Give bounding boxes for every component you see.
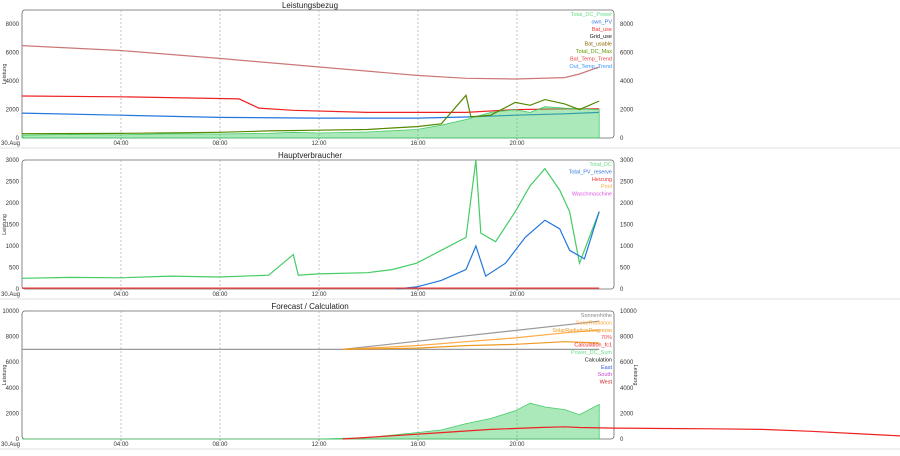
y2-tick-label: 8000: [620, 22, 634, 28]
y2-tick-label: 6000: [620, 360, 634, 366]
legend-entry: Sonnenhöhe: [581, 313, 612, 319]
series-line: [396, 211, 600, 290]
y-tick-label: 0: [16, 136, 20, 142]
y2-tick-label: 1000: [620, 244, 634, 250]
legend-entry: East: [601, 365, 612, 371]
y2-tick-label: 6000: [620, 51, 634, 57]
series-line: [342, 329, 600, 350]
y2-tick-label: 3000: [620, 158, 634, 164]
y-tick-label: 0: [16, 437, 20, 443]
legend-entry: Heizung: [592, 177, 612, 183]
legend-entry: Total_DC: [589, 162, 612, 168]
y-tick-label: 1500: [6, 223, 20, 229]
x-tick-label: 08:00: [212, 141, 228, 147]
y2-tick-label: 10000: [620, 309, 637, 315]
series-line: [21, 45, 600, 80]
y-tick-label: 2500: [6, 180, 20, 186]
legend-entry: Calculation_fc1: [574, 343, 612, 349]
plot-area-1: [21, 159, 615, 290]
x-tick-label: 20:00: [509, 141, 525, 147]
x-tick-label: 12:00: [311, 292, 327, 298]
x-tick-label: 12:00: [311, 141, 327, 147]
legend-entry: Waschmaschine: [572, 192, 612, 198]
chart-title: Forecast / Calculation: [271, 302, 348, 311]
y-tick-label: 4000: [6, 386, 20, 392]
legend-entry: Bat_Temp_Trend: [570, 56, 612, 62]
series-area: [21, 106, 600, 139]
y-tick-label: 2000: [6, 201, 20, 207]
y-tick-label: 8000: [6, 335, 20, 341]
y2-tick-label: 2000: [620, 108, 634, 114]
legend-entry: West: [600, 380, 613, 386]
y2-tick-label: 2000: [620, 201, 634, 207]
chart-title: Leistungsbezug: [282, 1, 338, 10]
y-axis-label: Leistung: [2, 214, 8, 235]
y-tick-label: 2000: [6, 411, 20, 417]
x-tick-label: 12:00: [311, 442, 327, 448]
date-label: 30.Aug: [1, 141, 20, 147]
y2-axis-label: Leistung: [632, 365, 638, 386]
x-tick-label: 04:00: [113, 292, 129, 298]
y-tick-label: 10000: [2, 309, 19, 315]
legend-entry: own_PV: [592, 19, 613, 25]
x-tick-label: 08:00: [212, 292, 228, 298]
legend-entry: Grid_use: [590, 34, 612, 40]
series-line: [21, 95, 600, 114]
series-line: [21, 111, 600, 119]
date-label: 30.Aug: [1, 292, 20, 298]
legend-entry: SolarRadiationPrognose: [552, 328, 612, 334]
y-axis-label: Leistung: [2, 64, 8, 85]
legend-entry: Calculation: [585, 357, 612, 363]
y-tick-label: 6000: [6, 360, 20, 366]
x-tick-label: 20:00: [509, 292, 525, 298]
x-tick-label: 16:00: [410, 141, 426, 147]
y2-tick-label: 4000: [620, 386, 634, 392]
legend-entry: Total_DC_Max: [576, 49, 612, 55]
series-line: [342, 320, 600, 350]
y-tick-label: 500: [9, 266, 20, 272]
legend-entry: Pool: [601, 184, 612, 190]
legend-entry: Out_Temp_Trend: [569, 64, 612, 70]
series-line: [21, 159, 600, 279]
x-tick-label: 04:00: [113, 141, 129, 147]
y-tick-label: 8000: [6, 22, 20, 28]
y2-tick-label: 0: [620, 287, 624, 293]
y-tick-label: 3000: [6, 158, 20, 164]
legend-entry: Bat_use: [592, 27, 612, 33]
series-line: [21, 94, 600, 135]
y2-tick-label: 0: [620, 136, 624, 142]
y-tick-label: 0: [16, 287, 20, 293]
y2-tick-label: 0: [620, 437, 624, 443]
chart-title: Hauptverbraucher: [278, 151, 342, 160]
y-tick-label: 2000: [6, 108, 20, 114]
series-line: [342, 341, 600, 350]
y-axis-label: Leistung: [2, 365, 8, 386]
y-tick-label: 4000: [6, 79, 20, 85]
legend-entry: Bat_usable: [584, 42, 612, 48]
x-tick-label: 16:00: [410, 442, 426, 448]
x-tick-label: 08:00: [212, 442, 228, 448]
y2-tick-label: 2000: [620, 411, 634, 417]
series-line: [342, 426, 900, 440]
legend-entry: 70%: [601, 335, 612, 341]
y2-tick-label: 500: [620, 266, 631, 272]
x-tick-label: 16:00: [410, 292, 426, 298]
legend-entry: Power_DC_Sum: [571, 350, 612, 356]
legend-entry: South: [598, 372, 612, 378]
legend-entry: Total_PV_reserve: [569, 169, 612, 175]
legend-entry: SolarRadiation: [576, 320, 612, 326]
y2-tick-label: 8000: [620, 335, 634, 341]
date-label: 30.Aug: [1, 442, 20, 448]
x-tick-label: 20:00: [509, 442, 525, 448]
legend-entry: Total_DC_Power: [571, 12, 612, 18]
y2-tick-label: 4000: [620, 79, 634, 85]
y2-tick-label: 1500: [620, 223, 634, 229]
y-tick-label: 6000: [6, 51, 20, 57]
x-tick-label: 04:00: [113, 442, 129, 448]
y2-tick-label: 2500: [620, 180, 634, 186]
y-tick-label: 1000: [6, 244, 20, 250]
